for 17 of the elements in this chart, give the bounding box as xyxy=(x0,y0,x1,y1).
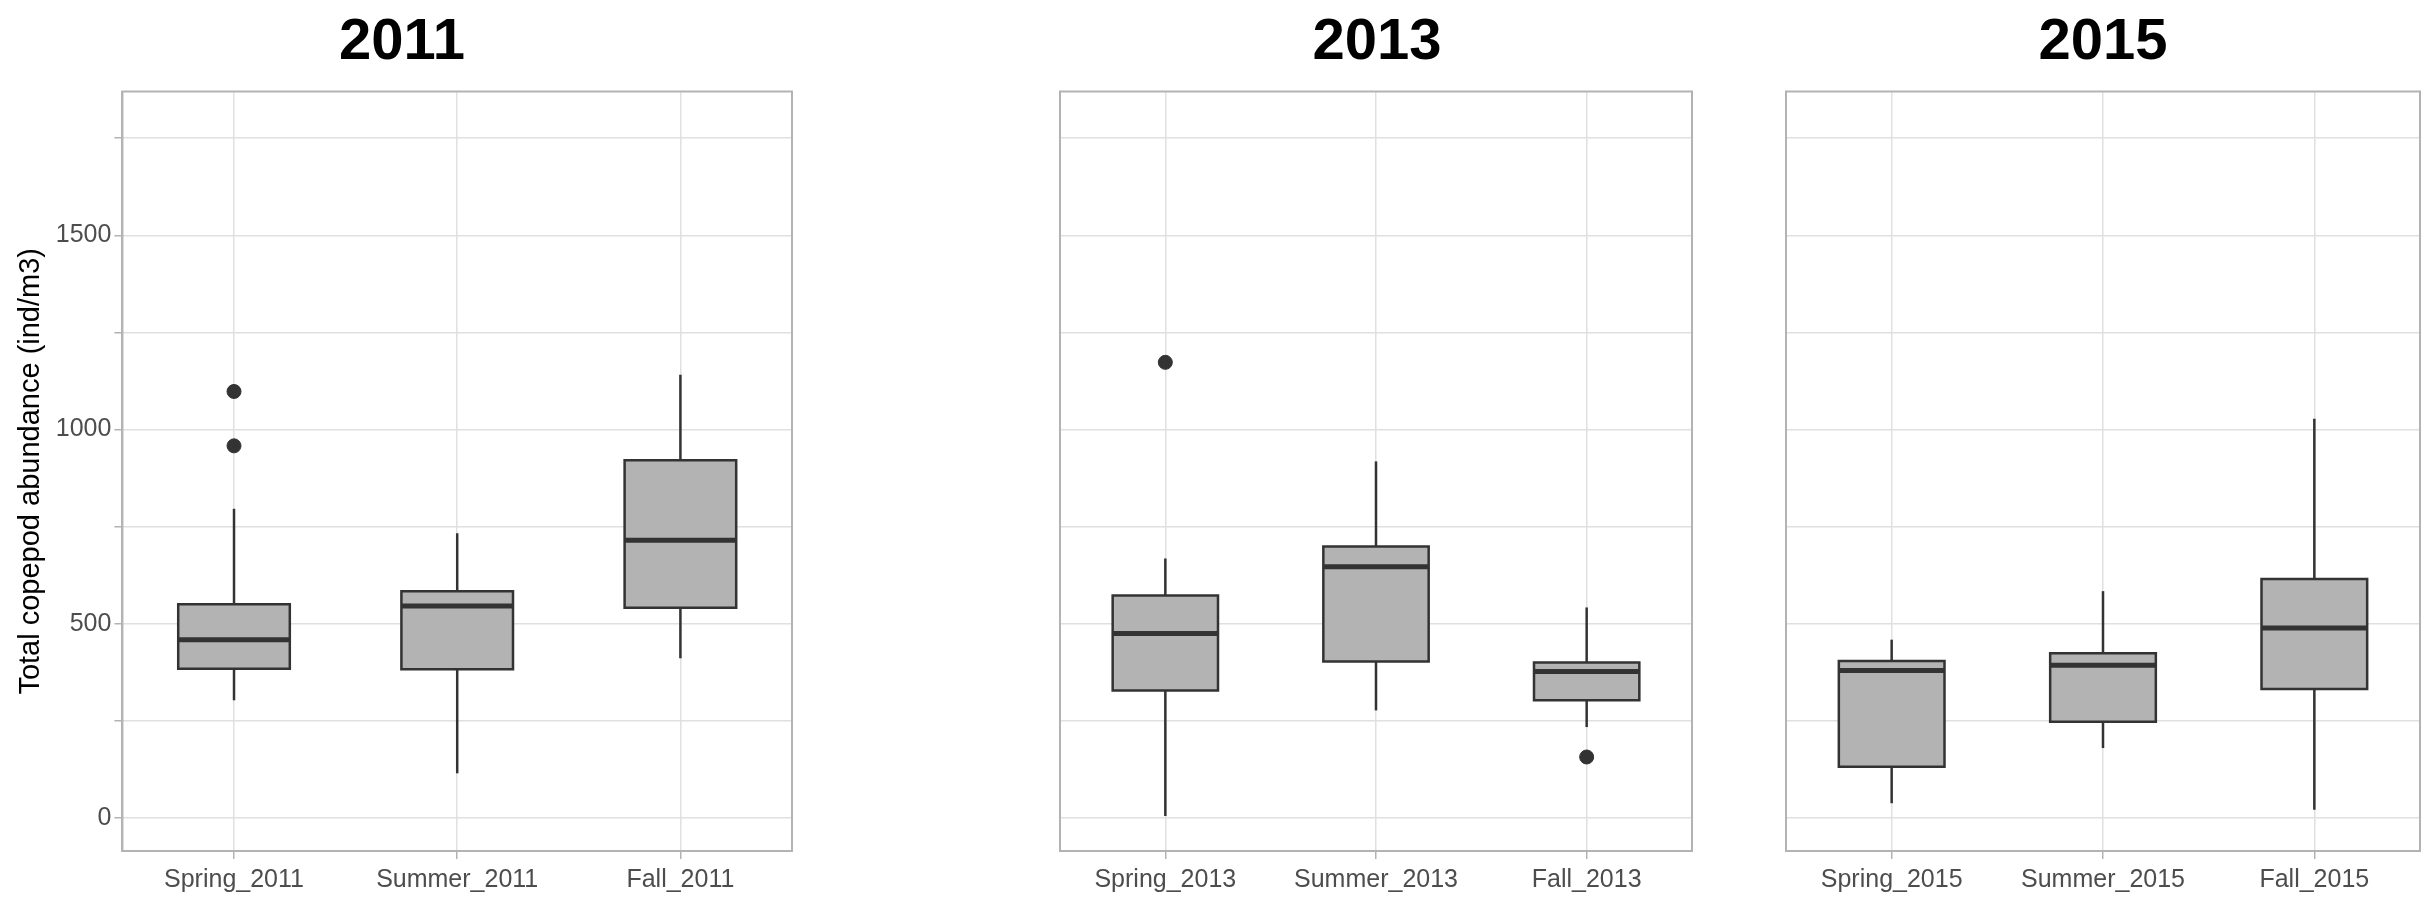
x-tick-label: Summer_2011 xyxy=(376,863,539,892)
x-tick-label: Fall_2011 xyxy=(626,863,735,892)
x-tick-label: Spring_2013 xyxy=(1094,863,1237,892)
chart-title: 2011 xyxy=(339,5,465,71)
y-tick-label: 0 xyxy=(97,801,112,830)
x-tick-label: Spring_2015 xyxy=(1820,863,1963,892)
y-tick-label: 1500 xyxy=(55,219,112,248)
chart-title: 2013 xyxy=(1312,5,1442,71)
x-tick-label: Summer_2013 xyxy=(1294,863,1458,892)
x-tick-label: Fall_2015 xyxy=(2259,863,2370,892)
x-tick-label: Spring_2011 xyxy=(164,863,304,892)
y-tick-label: 500 xyxy=(69,607,112,636)
x-tick-label: Fall_2013 xyxy=(1531,863,1642,892)
y-tick-label: 1000 xyxy=(55,413,112,442)
y-axis-title: Total copepod abundance (ind/m3) xyxy=(13,248,46,695)
x-tick-label: Summer_2015 xyxy=(2021,863,2185,892)
chart-title: 2015 xyxy=(2038,5,2168,71)
